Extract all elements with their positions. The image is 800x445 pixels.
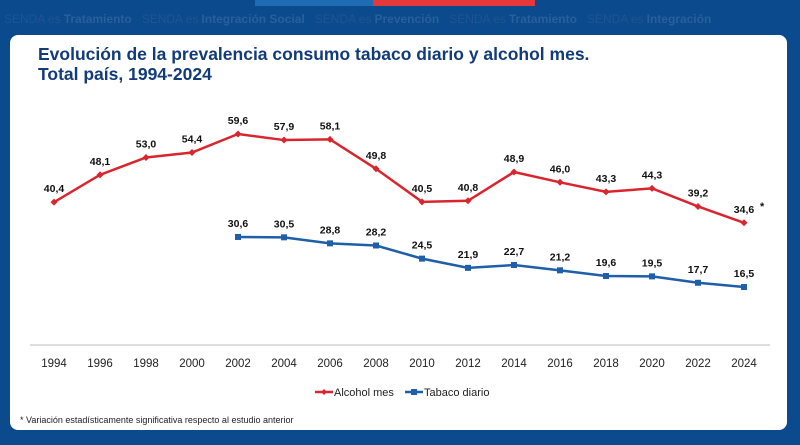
chart-subtitle: Total país, 1994-2024: [38, 64, 212, 84]
x-tick-label: 2000: [179, 358, 205, 370]
legend-marker: [411, 389, 417, 395]
data-label: 28,8: [320, 224, 341, 236]
data-label: 21,2: [550, 251, 571, 263]
x-tick-label: 1998: [133, 358, 159, 370]
banner-stripe-red: [373, 0, 535, 6]
data-point: [327, 240, 333, 247]
data-label: 46,0: [550, 163, 571, 175]
x-tick-label: 2002: [225, 358, 251, 370]
data-point: [418, 198, 426, 206]
data-point: [556, 178, 564, 186]
data-label: 44,3: [642, 169, 663, 181]
data-label: 59,6: [228, 115, 249, 127]
watermark-text: SENDA es: [314, 12, 372, 26]
data-label: 24,5: [412, 240, 433, 252]
watermark-text: SENDA es: [141, 12, 199, 26]
data-label: 22,7: [504, 246, 525, 258]
data-point: [511, 262, 517, 269]
data-label: 40,8: [458, 182, 479, 194]
data-label: 34,6: [734, 204, 755, 216]
chart-title-line1: Evolución de la prevalencia consumo taba…: [38, 44, 590, 64]
data-point: [603, 273, 609, 280]
data-label: 28,2: [366, 226, 387, 238]
data-label: 30,5: [274, 218, 295, 230]
chart-card: [10, 35, 787, 430]
x-tick-label: 2016: [547, 358, 573, 370]
data-label: 40,5: [412, 183, 433, 195]
banner-stripe-blue: [255, 0, 373, 6]
legend-label: Tabaco diario: [424, 387, 489, 399]
data-point: [188, 148, 196, 156]
data-label: 58,1: [320, 120, 341, 132]
watermark-text: Tratamiento: [508, 12, 577, 26]
data-label: 21,9: [458, 249, 479, 261]
watermark-text: SENDA es: [4, 12, 61, 26]
x-tick-label: 2006: [317, 358, 343, 370]
data-label: 53,0: [136, 138, 157, 150]
watermark-text: Integración Social: [201, 12, 305, 26]
x-tick-label: 2024: [731, 358, 757, 370]
watermark-text: Prevención: [374, 12, 440, 26]
data-label: 19,6: [596, 257, 617, 269]
chart-title: Evolución de la prevalencia consumo taba…: [38, 44, 589, 84]
watermark-text: Integración: [646, 12, 712, 26]
data-label: 54,4: [182, 133, 203, 145]
data-point: [234, 130, 242, 138]
data-label: 39,2: [688, 187, 709, 199]
data-point: [694, 202, 702, 210]
data-point: [741, 284, 747, 291]
x-tick-label: 1994: [41, 358, 67, 370]
data-label: 43,3: [596, 173, 617, 185]
x-tick-label: 2018: [593, 358, 619, 370]
data-point: [695, 279, 701, 286]
data-point: [465, 264, 471, 271]
data-point: [373, 242, 379, 249]
data-point: [142, 153, 150, 161]
legend-marker: [321, 389, 327, 395]
data-point: [648, 184, 656, 192]
data-label: 40,4: [44, 183, 65, 195]
legend-label: Alcohol mes: [334, 387, 394, 399]
data-label: 16,5: [734, 268, 755, 280]
watermark-text: SENDA es: [586, 12, 644, 26]
data-point: [740, 219, 748, 227]
x-tick-label: 1996: [87, 358, 113, 370]
footnote: * Variación estadísticamente significati…: [20, 415, 294, 425]
watermark-text: Tratamiento: [63, 12, 132, 26]
data-label: 48,1: [90, 156, 111, 168]
data-label: 57,9: [274, 121, 295, 133]
data-point: [510, 168, 518, 176]
data-point: [419, 255, 425, 262]
x-tick-label: 2008: [363, 358, 389, 370]
data-point: [50, 198, 58, 206]
x-tick-label: 2012: [455, 358, 481, 370]
data-point: [557, 267, 563, 274]
watermark-text: SENDA es: [449, 12, 506, 26]
data-point: [96, 171, 104, 179]
series-line-alcohol: [53, 132, 745, 224]
x-tick-label: 2004: [271, 358, 297, 370]
banner-watermark: SENDA es Tratamiento SENDA es Integración S…: [4, 12, 796, 26]
data-point: [602, 188, 610, 196]
data-label: 30,6: [228, 218, 249, 230]
data-point: [235, 233, 241, 240]
data-point: [372, 165, 380, 173]
data-point: [281, 234, 287, 241]
data-point: [649, 273, 655, 280]
data-point: [464, 197, 472, 205]
x-tick-label: 2022: [685, 358, 711, 370]
significance-asterisk: *: [760, 201, 765, 213]
data-label: 49,8: [366, 150, 387, 162]
series-line-tabaco: [237, 235, 745, 289]
data-label: 19,5: [642, 257, 663, 269]
data-point: [326, 135, 334, 143]
data-label: 17,7: [688, 264, 709, 276]
data-point: [280, 136, 288, 144]
x-tick-label: 2014: [501, 358, 527, 370]
data-label: 48,9: [504, 153, 525, 165]
x-tick-label: 2010: [409, 358, 435, 370]
x-tick-label: 2020: [639, 358, 665, 370]
